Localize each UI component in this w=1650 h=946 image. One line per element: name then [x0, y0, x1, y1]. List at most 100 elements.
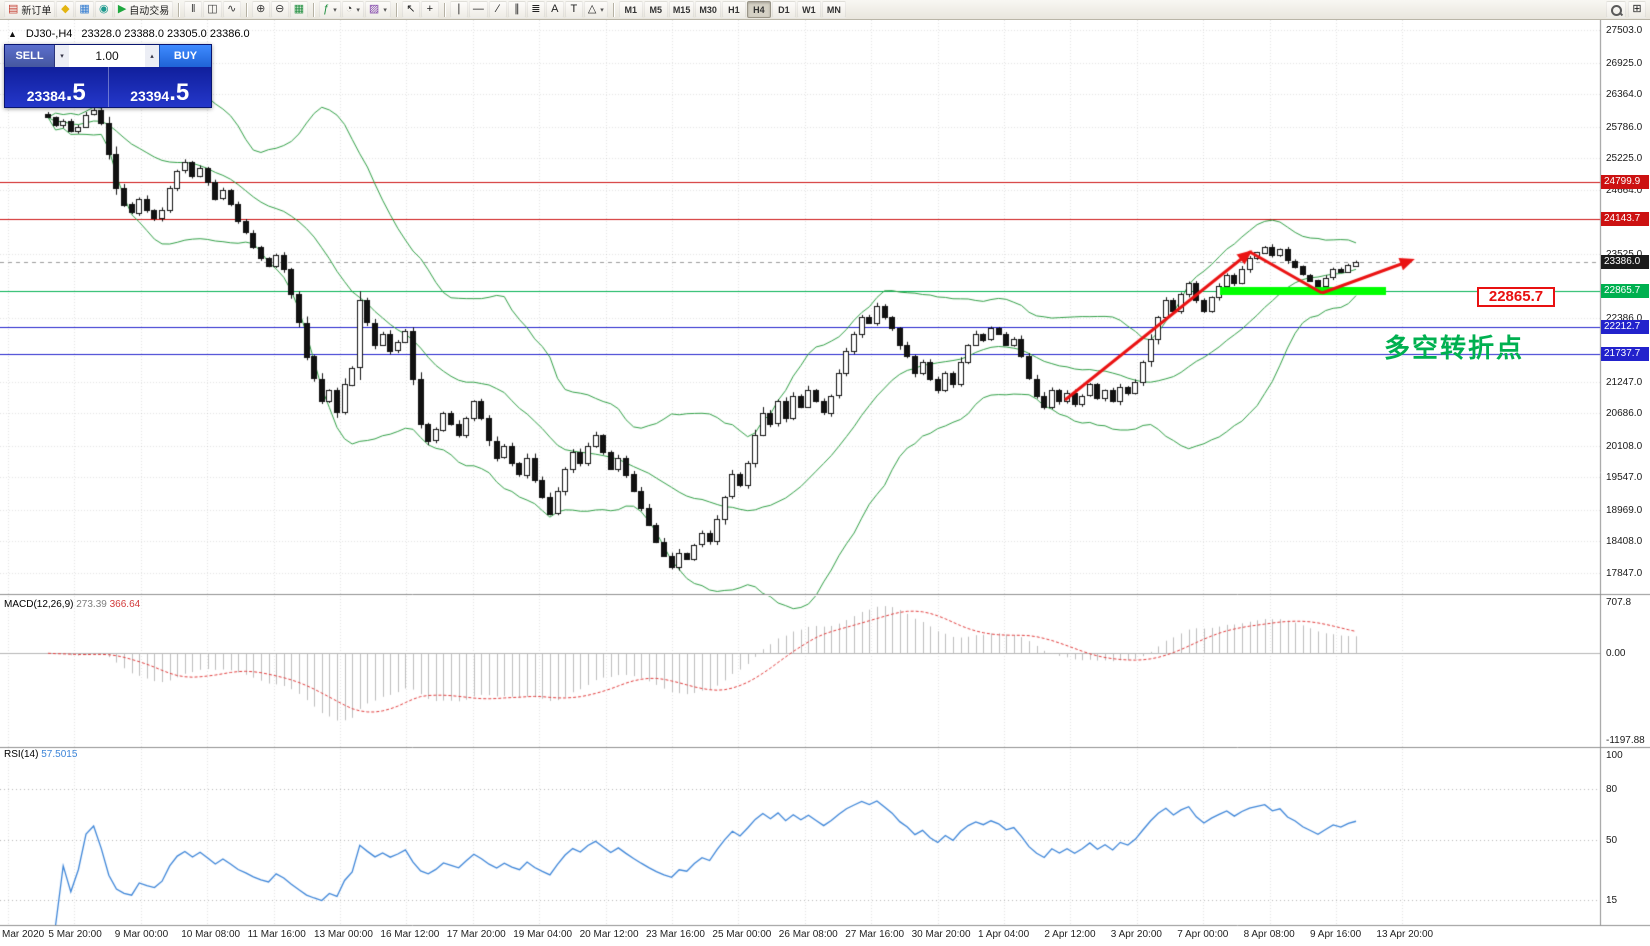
- rsi-name: RSI(14): [4, 749, 39, 760]
- timeframe-m30-button-label: M30: [699, 4, 717, 15]
- price-axis-tick: 24664.0: [1606, 184, 1643, 196]
- templates-button[interactable]: ▨ ▾: [364, 1, 391, 18]
- new-order-button[interactable]: ▤ 新订单: [4, 1, 56, 18]
- periods-button[interactable]: ◔ ▾: [341, 1, 364, 18]
- autotrading-button[interactable]: ▶ 自动交易: [113, 1, 174, 18]
- time-label: 25 Mar 00:00: [712, 929, 772, 940]
- text-label-button[interactable]: T: [564, 1, 583, 18]
- fibonacci-button[interactable]: ≣: [526, 1, 545, 18]
- price-level-marker: 22212.7: [1601, 320, 1649, 335]
- price-axis-tick: 18408.0: [1606, 536, 1643, 548]
- price-chart-canvas[interactable]: [0, 20, 1650, 946]
- price-axis-tick: 20686.0: [1606, 408, 1643, 420]
- timeframe-mn-button[interactable]: MN: [821, 1, 846, 18]
- price-level-marker: 24799.9: [1601, 175, 1649, 189]
- macd-axis-tick: -1197.88: [1606, 735, 1645, 746]
- toolbar-items: ▤ 新订单 ◆ ▦ ◉ ▶ 自动交易 ‖ ◫ ∿ ⊕ ⊖ ▦ ƒ ▾ ◔ ▾ ▨ ▾ ↖ + ∣ — ∕ ∥ ≣ A T △ ▾ M1 M5 M…: [4, 0, 846, 20]
- channel-button[interactable]: ∥: [507, 1, 526, 18]
- price-axis-tick: 22386.0: [1606, 312, 1643, 324]
- metaeditor-icon: ◆: [61, 3, 70, 15]
- candlestick-chart-button[interactable]: ◫: [203, 1, 222, 18]
- price-axis[interactable]: 27503.0 26925.0 26364.0 25786.0 25225.0 24664…: [1600, 20, 1650, 925]
- timeframe-mn-button-label: MN: [826, 4, 841, 15]
- buy-price-main: 23394: [130, 88, 170, 104]
- rsi-indicator-label: RSI(14) 57.5015: [4, 749, 77, 760]
- channel-icon: ∥: [514, 3, 520, 15]
- vertical-line-icon: ∣: [456, 3, 462, 15]
- cursor-icon: ↖: [406, 3, 416, 15]
- zoom-in-icon: ⊕: [256, 3, 266, 15]
- templates-icon: ▨: [368, 3, 380, 15]
- timeframe-m15-button[interactable]: M15: [668, 1, 695, 18]
- timeframe-m5-button[interactable]: M5: [643, 1, 668, 18]
- price-axis-tick: 26364.0: [1606, 89, 1643, 101]
- lot-size-input[interactable]: [69, 45, 145, 67]
- data-window-button[interactable]: ◉: [94, 1, 113, 18]
- timeframe-m30-button[interactable]: M30: [695, 1, 721, 18]
- price-level-marker: 24143.7: [1601, 211, 1649, 226]
- trade-panel-prices: 23384.5 23394.5: [5, 67, 211, 107]
- lot-decrease-button[interactable]: ▾: [55, 45, 69, 67]
- autotrading-icon: ▶: [117, 3, 127, 15]
- toolbar-separator: [313, 2, 315, 17]
- time-label: 1 Apr 04:00: [978, 929, 1030, 940]
- macd-indicator-label: MACD(12,26,9) 273.39 366.64: [4, 599, 140, 610]
- trendline-button[interactable]: ∕: [488, 1, 507, 18]
- zoom-out-button[interactable]: ⊖: [270, 1, 289, 18]
- time-label: 2 Apr 12:00: [1044, 929, 1096, 940]
- collapse-trade-panel-icon[interactable]: ▲: [8, 29, 17, 39]
- indicators-button[interactable]: ƒ ▾: [319, 1, 341, 18]
- data-window-icon: ◉: [99, 3, 109, 15]
- buy-price-display[interactable]: 23394.5: [109, 67, 212, 107]
- metaeditor-button[interactable]: ◆: [56, 1, 75, 18]
- horizontal-line-button[interactable]: —: [468, 1, 488, 18]
- timeframe-m15-button-label: M15: [672, 4, 691, 15]
- crosshair-icon: +: [426, 3, 434, 15]
- price-axis-tick: 26925.0: [1606, 57, 1643, 69]
- buy-button[interactable]: BUY: [159, 45, 211, 67]
- line-chart-button[interactable]: ∿: [222, 1, 241, 18]
- text-icon: A: [551, 3, 559, 15]
- toolbar-right: ⊞: [1606, 1, 1646, 18]
- bar-chart-icon: ‖: [191, 3, 196, 15]
- text-button[interactable]: A: [545, 1, 564, 18]
- toolbar-separator: [245, 2, 247, 17]
- timeframe-m1-button[interactable]: M1: [618, 1, 643, 18]
- timeframe-h4-button[interactable]: H4: [746, 1, 771, 18]
- timeframe-h1-button-label: H1: [728, 4, 740, 15]
- sell-price-frac: .5: [65, 78, 86, 106]
- time-axis[interactable]: Mar 2020 5 Mar 20:00 9 Mar 00:00 10 Mar 08:…: [0, 925, 1650, 946]
- shapes-icon: △: [587, 3, 597, 15]
- market-button[interactable]: ▦: [75, 1, 94, 18]
- macd-axis-tick: 0.00: [1606, 648, 1626, 660]
- search-icon: [1610, 4, 1622, 16]
- zoom-in-button[interactable]: ⊕: [251, 1, 270, 18]
- grid-button[interactable]: ▦: [289, 1, 309, 18]
- macd-name: MACD(12,26,9): [4, 599, 74, 610]
- chart-title-bar: ▲ DJ30-,H4 23328.0 23388.0 23305.0 23386…: [8, 28, 250, 40]
- sell-button[interactable]: SELL: [5, 45, 55, 67]
- grid-icon: ▦: [293, 3, 305, 15]
- vertical-line-button[interactable]: ∣: [449, 1, 468, 18]
- time-label: 26 Mar 08:00: [778, 929, 838, 940]
- rsi-axis-tick: 100: [1606, 750, 1623, 761]
- crosshair-button[interactable]: +: [420, 1, 439, 18]
- window-layout-button[interactable]: ⊞: [1628, 1, 1646, 18]
- time-label: Mar 2020: [2, 929, 45, 940]
- search-button[interactable]: [1606, 1, 1626, 18]
- timeframe-w1-button[interactable]: W1: [796, 1, 821, 18]
- sell-price-display[interactable]: 23384.5: [5, 67, 108, 107]
- text-label-icon: T: [570, 3, 578, 15]
- timeframe-d1-button[interactable]: D1: [771, 1, 796, 18]
- price-axis-tick: 19547.0: [1606, 472, 1643, 484]
- shapes-button[interactable]: △ ▾: [583, 1, 608, 18]
- time-label: 9 Apr 16:00: [1310, 929, 1362, 940]
- bar-chart-button[interactable]: ‖: [184, 1, 203, 18]
- lot-increase-button[interactable]: ▴: [145, 45, 159, 67]
- time-label: 13 Apr 20:00: [1376, 929, 1434, 940]
- horizontal-line-icon: —: [472, 3, 484, 15]
- time-label: 9 Mar 00:00: [114, 929, 169, 940]
- timeframe-h1-button[interactable]: H1: [721, 1, 746, 18]
- cursor-button[interactable]: ↖: [401, 1, 420, 18]
